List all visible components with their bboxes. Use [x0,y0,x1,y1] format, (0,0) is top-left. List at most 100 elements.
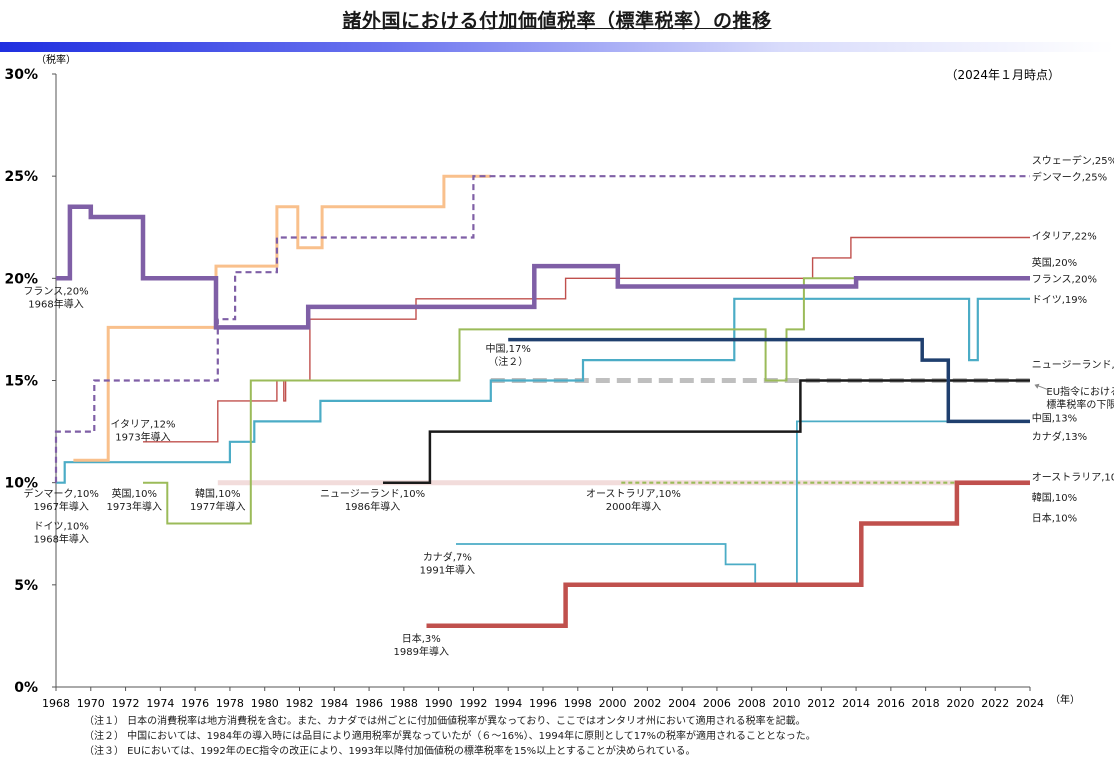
annotation-line: 1991年導入 [420,563,475,576]
series-line-中国 [508,337,1030,424]
series-line-英国 [143,277,1030,525]
series-annotation: イタリア,12% 1973年導入 [110,418,175,443]
annotation-line: ニュージーランド,10% [320,488,425,500]
series-annotation: ニュージーランド,15% [1032,359,1114,371]
annotation-line: ドイツ,10% [34,522,89,533]
footnote-1: （注１） 日本の消費税率は地方消費税を含む。また、カナダでは州ごとに付加価値税率… [84,716,806,727]
series-annotation: 英国,10% 1973年導入 [107,487,162,513]
x-tick-label: 1980 [251,697,279,710]
series-annotation: オーストラリア,10% 2000年導入 [586,488,681,513]
y-tick-label: 20% [4,271,38,287]
x-tick-label: 1972 [112,697,140,710]
series-annotation: ドイツ,10% 1968年導入 [33,522,88,546]
x-tick-label: 2022 [981,697,1009,710]
series-annotation: フランス,20% 1968年導入 [23,286,88,311]
series-annotation: 韓国,10% [1032,492,1077,504]
x-tick-label: 2002 [633,697,661,710]
annotation-line: デンマーク,25% [1032,170,1107,183]
callout-line: 標準税率の下限 [1046,398,1114,411]
x-tick-label: 2006 [703,697,731,710]
annotation-line: 中国,13% [1032,411,1077,424]
x-tick-label: 1994 [494,697,522,710]
as-of-label: （2024年１月時点） [945,68,1060,82]
footnote-2: （注２） 中国においては、1984年の導入時には品目により適用税率が異なっていた… [84,731,816,742]
series-line-フランス [56,204,1030,330]
vat-rate-chart: （税率） （2024年１月時点） （年） 0% 5% 10% 15% 20% 25% 30%… [4,53,1114,710]
x-tick-label: 2012 [807,697,835,710]
annotation-line: オーストラリア,10% [586,488,681,500]
series-annotation: ニュージーランド,10% 1986年導入 [320,488,425,513]
footnote-3: （注３） EUにおいては、1992年のEC指令の改正により、1993年以降付加価… [84,746,696,757]
x-tick-label: 1978 [216,697,244,710]
annotation-line: カナダ,13% [1032,430,1087,443]
x-axis-unit-label: （年） [1050,693,1080,706]
annotation-line: 日本,10% [1032,511,1077,524]
series-annotation: カナダ,7% 1991年導入 [420,550,475,576]
x-tick-label: 2014 [842,697,870,710]
title-accent-band [0,42,1114,52]
footnotes: （注１） 日本の消費税率は地方消費税を含む。また、カナダでは州ごとに付加価値税率… [84,714,816,759]
series-annotation: 中国,17%（注２） [486,342,531,368]
series-annotation: フランス,20% [1032,273,1097,285]
series-line-デンマーク [54,175,1030,483]
y-tick-label: 5% [14,578,38,594]
annotation-line: 1968年導入 [33,533,88,546]
annotation-line: デンマーク,10% [24,487,99,500]
x-tick-label: 2004 [668,697,696,710]
x-tick-label: 1968 [42,697,70,710]
x-tick-label: 1988 [390,697,418,710]
series-line-カナダ [456,420,1030,586]
annotation-line: 1967年導入 [33,500,88,513]
annotation-line: フランス,20% [1032,273,1097,285]
annotation-line: 1986年導入 [345,500,400,513]
annotation-line: ドイツ,19% [1032,295,1087,306]
series-annotation: 日本,3% 1989年導入 [394,632,449,658]
x-tick-label: 1998 [564,697,592,710]
annotation-line: カナダ,7% [423,550,472,563]
annotation-line: 英国,20% [1032,256,1077,269]
y-axis-unit-label: （税率） [36,53,76,66]
annotation-line: 1973年導入 [115,430,170,443]
annotation-line: オーストラリア,10% [1032,472,1114,484]
series-line-イタリア [143,236,1030,443]
annotation-line: イタリア,12% [110,418,175,430]
annotation-line: （注２） [488,355,528,368]
annotation-line: 日本,3% [402,632,441,645]
y-tick-label: 30% [4,67,38,83]
x-tick-label: 1992 [459,697,487,710]
annotation-line: 2000年導入 [606,500,661,513]
x-tick-label: 2024 [1016,697,1044,710]
series-annotation: イタリア,22% [1032,231,1097,243]
callout-line: EU指令における [1046,385,1114,398]
annotation-line: スウェーデン,25% [1032,154,1114,167]
y-tick-label: 25% [4,169,38,185]
y-tick-label: 0% [14,680,38,696]
y-tick-label: 15% [4,374,38,390]
x-tick-label: 2018 [912,697,940,710]
x-tick-label: 1990 [425,697,453,710]
series-annotation: 韓国,10% 1977年導入 [190,488,245,513]
eu-callout-text: EU指令における標準税率の下限 [1046,385,1114,411]
x-tick-label: 1984 [320,697,348,710]
annotation-line: 1968年導入 [28,298,83,311]
eu-callout-arrowhead [1034,383,1040,389]
annotation-line: ニュージーランド,15% [1032,359,1114,371]
x-tick-label: 2016 [877,697,905,710]
x-tick-label: 1996 [529,697,557,710]
annotation-line: 韓国,10% [1032,492,1077,504]
annotation-line: フランス,20% [23,286,88,298]
y-tick-label: 10% [4,476,38,492]
series-annotation: 中国,13% [1032,411,1077,424]
x-tick-label: 2000 [599,697,627,710]
x-tick-label: 2020 [946,697,974,710]
series-annotation: ドイツ,19% [1032,295,1087,306]
x-tick-label: 2010 [773,697,801,710]
annotation-line: 1977年導入 [190,500,245,513]
annotation-line: 英国,10% [112,487,157,500]
x-tick-label: 1974 [146,697,174,710]
series-annotation: 日本,10% [1032,511,1077,524]
series-annotation: スウェーデン,25% [1032,154,1114,167]
annotation-line: 韓国,10% [195,488,240,500]
series-annotation: デンマーク,25% [1032,170,1107,183]
x-tick-label: 2008 [738,697,766,710]
